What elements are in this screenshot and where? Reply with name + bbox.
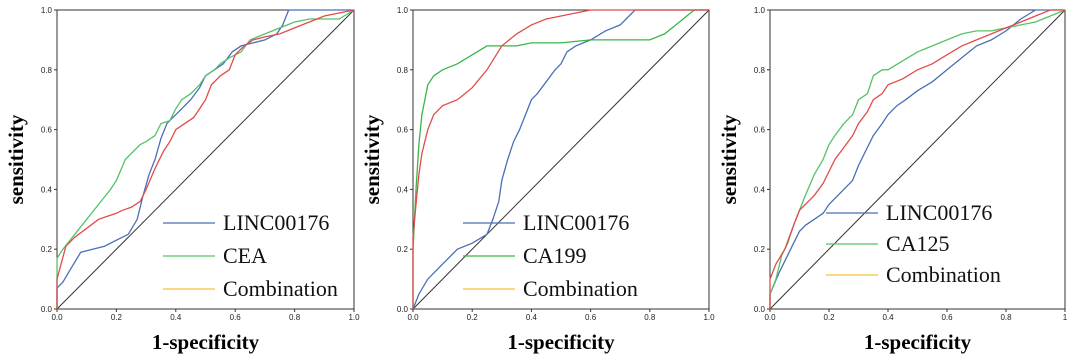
legend-label-linc00176: LINC00176 xyxy=(523,210,629,235)
series-line-linc00176 xyxy=(56,9,354,309)
x-tick-label: 0.4 xyxy=(526,313,538,322)
series-line-cea xyxy=(56,9,355,309)
x-tick-label: 0.8 xyxy=(644,313,656,322)
y-tick-label: 1.0 xyxy=(397,6,409,15)
x-tick-label: 0.0 xyxy=(764,313,776,322)
y-tick-label: 0.2 xyxy=(754,245,766,254)
legend-label-ca125: CA125 xyxy=(886,231,950,256)
y-axis-title: sensitivity xyxy=(717,114,741,204)
series-line-unlabeled-red xyxy=(412,9,709,309)
y-tick-label: 0.6 xyxy=(41,126,53,135)
x-tick-label: 1.0 xyxy=(348,313,360,322)
y-tick-label: 0.0 xyxy=(41,305,53,314)
reference-diagonal xyxy=(56,9,355,310)
series-line-linc00176 xyxy=(769,9,1065,309)
legend-label-linc00176: LINC00176 xyxy=(886,200,992,225)
y-tick-label: 0.4 xyxy=(397,185,409,194)
x-axis-title: 1-specificity xyxy=(152,330,260,354)
x-tick-label: 0.4 xyxy=(170,313,182,322)
plot-frame xyxy=(56,9,355,310)
y-tick-label: 0.8 xyxy=(754,66,766,75)
x-tick-label: 0.0 xyxy=(51,313,63,322)
series-line-unlabeled-red xyxy=(769,9,1065,309)
y-tick-label: 0.6 xyxy=(397,126,409,135)
x-tick-label: 1.0 xyxy=(703,313,715,322)
x-tick-label: 0.4 xyxy=(882,313,894,322)
x-tick-label: 0.6 xyxy=(941,313,953,322)
y-axis-title: sensitivity xyxy=(4,114,28,204)
x-tick-label: 0.2 xyxy=(467,313,479,322)
legend-label-combination: Combination xyxy=(223,276,338,301)
roc-panel-1: 0.0 0.2 0.4 0.6 0.8 1.0 0.0 0.2 0.4 0.6 0.8 1.0 1-sp… xyxy=(4,6,360,354)
plot-frame xyxy=(412,9,710,310)
y-tick-label: 0.4 xyxy=(754,185,766,194)
y-tick-label: 0.8 xyxy=(41,66,53,75)
plot-frame xyxy=(769,9,1066,310)
y-tick-label: 0.0 xyxy=(754,305,766,314)
y-tick-label: 0.2 xyxy=(41,245,53,254)
x-tick-label: 0.6 xyxy=(230,313,242,322)
y-tick-label: 0.6 xyxy=(754,126,766,135)
legend-label-combination: Combination xyxy=(523,276,638,301)
x-axis-title: 1-specificity xyxy=(507,330,615,354)
y-tick-label: 0.4 xyxy=(41,185,53,194)
y-tick-label: 1.0 xyxy=(754,6,766,15)
x-tick-label: 0.8 xyxy=(289,313,301,322)
y-tick-label: 0.2 xyxy=(397,245,409,254)
x-tick-label: 1 xyxy=(1063,313,1067,322)
legend-label-linc00176: LINC00176 xyxy=(223,210,329,235)
y-axis-title: sensitivity xyxy=(360,114,384,204)
x-tick-label: 0.6 xyxy=(585,313,597,322)
y-tick-label: 0.0 xyxy=(397,305,409,314)
x-tick-label: 0.8 xyxy=(1000,313,1012,322)
series-line-unlabeled-red xyxy=(56,9,355,309)
reference-diagonal xyxy=(412,9,710,310)
x-tick-label: 0.2 xyxy=(111,313,123,322)
legend-label-combination: Combination xyxy=(886,262,1001,287)
series-line-linc00176 xyxy=(412,9,709,310)
reference-diagonal xyxy=(769,9,1066,310)
roc-panel-3: 0.0 0.2 0.4 0.6 0.8 1 0.0 0.2 0.4 0.6 0.8 1.0 1-spec… xyxy=(717,6,1067,354)
x-axis-title: 1-specificity xyxy=(864,330,972,354)
y-tick-label: 1.0 xyxy=(41,6,53,15)
legend-label-cea: CEA xyxy=(223,243,267,268)
x-tick-label: 0.2 xyxy=(823,313,835,322)
roc-panel-2: 0.0 0.2 0.4 0.6 0.8 1.0 0.0 0.2 0.4 0.6 0.8 1.0 1-sp… xyxy=(360,6,715,354)
series-line-ca199 xyxy=(412,9,709,309)
x-tick-label: 0.0 xyxy=(407,313,419,322)
y-tick-label: 0.8 xyxy=(397,66,409,75)
legend-label-ca199: CA199 xyxy=(523,243,587,268)
